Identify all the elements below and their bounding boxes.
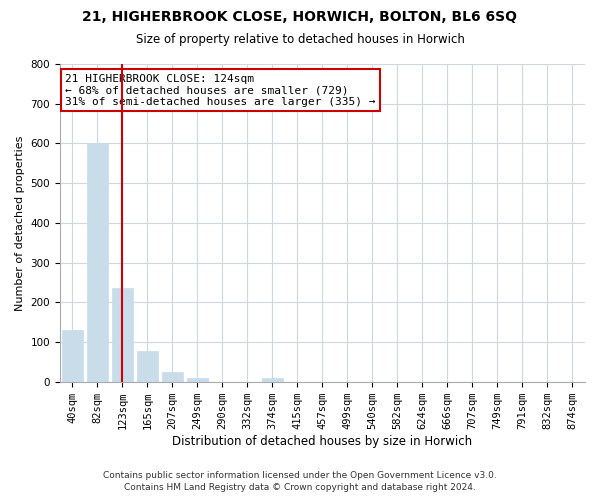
Bar bbox=[262, 378, 283, 382]
Y-axis label: Number of detached properties: Number of detached properties bbox=[15, 135, 25, 310]
X-axis label: Distribution of detached houses by size in Horwich: Distribution of detached houses by size … bbox=[172, 434, 473, 448]
Text: 21 HIGHERBROOK CLOSE: 124sqm
← 68% of detached houses are smaller (729)
31% of s: 21 HIGHERBROOK CLOSE: 124sqm ← 68% of de… bbox=[65, 74, 376, 106]
Bar bbox=[137, 350, 158, 382]
Text: 21, HIGHERBROOK CLOSE, HORWICH, BOLTON, BL6 6SQ: 21, HIGHERBROOK CLOSE, HORWICH, BOLTON, … bbox=[83, 10, 517, 24]
Bar bbox=[112, 288, 133, 382]
Bar bbox=[87, 144, 108, 382]
Bar bbox=[187, 378, 208, 382]
Bar bbox=[162, 372, 183, 382]
Bar bbox=[62, 330, 83, 382]
Text: Contains HM Land Registry data © Crown copyright and database right 2024.: Contains HM Land Registry data © Crown c… bbox=[124, 484, 476, 492]
Text: Contains public sector information licensed under the Open Government Licence v3: Contains public sector information licen… bbox=[103, 471, 497, 480]
Text: Size of property relative to detached houses in Horwich: Size of property relative to detached ho… bbox=[136, 32, 464, 46]
